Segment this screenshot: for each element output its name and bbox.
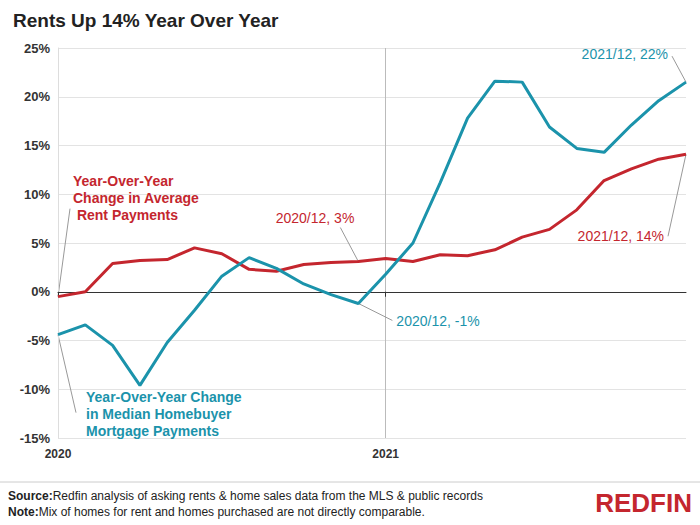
svg-text:Year-Over-Year: Year-Over-Year (73, 173, 177, 189)
svg-text:2020/12, -1%: 2020/12, -1% (396, 313, 479, 329)
svg-text:Redfin analysis of asking rent: Redfin analysis of asking rents & home s… (53, 489, 483, 503)
svg-text:20%: 20% (24, 89, 50, 104)
svg-text:-15%: -15% (20, 431, 51, 446)
svg-text:Rent Payments: Rent Payments (73, 207, 178, 223)
svg-text:2021: 2021 (372, 447, 399, 461)
svg-text:5%: 5% (31, 236, 50, 251)
svg-text:-10%: -10% (20, 382, 51, 397)
svg-text:Year-Over-Year Change: Year-Over-Year Change (86, 389, 246, 405)
svg-text:in Median Homebuyer: in Median Homebuyer (86, 406, 235, 422)
svg-text:REDFIN: REDFIN (595, 488, 692, 518)
svg-text:Note:: Note: (8, 505, 39, 519)
svg-text:2020/12, 3%: 2020/12, 3% (276, 210, 355, 226)
svg-text:10%: 10% (24, 187, 50, 202)
svg-text:15%: 15% (24, 138, 50, 153)
svg-text:25%: 25% (24, 41, 50, 56)
svg-text:-5%: -5% (27, 333, 51, 348)
svg-text:Change in Average: Change in Average (73, 190, 199, 206)
svg-text:Source:: Source: (8, 489, 53, 503)
svg-text:2021/12, 14%: 2021/12, 14% (578, 228, 664, 244)
svg-text:0%: 0% (31, 284, 50, 299)
svg-text:Mortgage Payments: Mortgage Payments (86, 423, 219, 439)
svg-text:2020: 2020 (45, 447, 72, 461)
svg-text:Mix of homes for rent and home: Mix of homes for rent and homes purchase… (39, 505, 425, 519)
svg-text:2021/12, 22%: 2021/12, 22% (582, 46, 668, 62)
svg-text:Rents Up 14% Year Over Year: Rents Up 14% Year Over Year (13, 10, 279, 31)
